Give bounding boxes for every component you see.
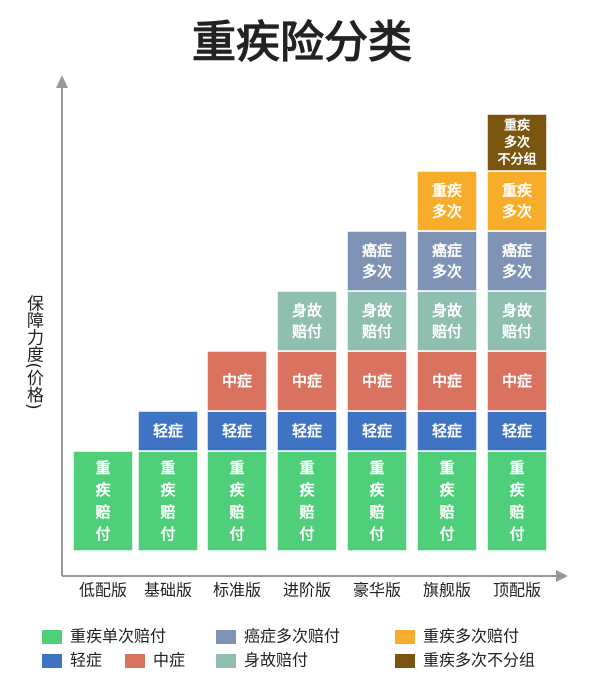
- bar-segment: [486, 230, 548, 292]
- segment-label: 轻症: [153, 422, 183, 440]
- segment-label: 重疾赔付: [439, 459, 455, 543]
- segment-label: 中症: [432, 372, 462, 390]
- bar-segment: [276, 450, 338, 552]
- bar-segment: [206, 450, 268, 552]
- chart-title: 重疾险分类: [192, 17, 412, 68]
- x-tick-label: 旗舰版: [423, 581, 471, 600]
- legend-label: 重疾多次不分组: [423, 651, 535, 670]
- segment-label: 重疾多次不分组: [497, 117, 536, 167]
- segment-label: 身故赔付: [432, 301, 463, 340]
- legend-swatch: [395, 654, 415, 668]
- bar-segment: [486, 170, 548, 232]
- x-axis-arrow: [556, 570, 568, 582]
- segment-label: 重疾赔付: [299, 459, 315, 543]
- segment-label: 重疾多次: [502, 181, 533, 220]
- legend-label: 重疾多次赔付: [423, 627, 519, 646]
- segment-label: 癌症多次: [502, 241, 532, 280]
- segment-label: 中症: [222, 372, 252, 390]
- x-tick-label: 低配版: [79, 581, 127, 600]
- segment-label: 重疾赔付: [160, 459, 176, 543]
- bar-segment: [486, 290, 548, 352]
- segment-label: 轻症: [432, 422, 462, 440]
- segment-label: 中症: [292, 372, 322, 390]
- bar-segment: [346, 350, 408, 412]
- legend-label: 轻症: [70, 651, 102, 670]
- segment-label: 中症: [362, 372, 392, 390]
- bar-segment: [416, 350, 478, 412]
- segment-label: 癌症多次: [362, 241, 392, 280]
- segment-label: 重疾赔付: [369, 459, 385, 543]
- bar-segment: [416, 450, 478, 552]
- segment-label: 轻症: [222, 422, 252, 440]
- legend-label: 癌症多次赔付: [244, 627, 340, 646]
- x-tick-label: 顶配版: [493, 581, 541, 600]
- y-axis-label: 保障力度(价格): [23, 294, 44, 409]
- segment-label: 重疾赔付: [229, 459, 245, 543]
- segment-label: 轻症: [292, 422, 322, 440]
- bar-segment: [206, 350, 268, 412]
- bar-segment: [486, 450, 548, 552]
- legend-swatch: [42, 654, 62, 668]
- bar-segment: [72, 450, 134, 552]
- bar-segment: [486, 113, 548, 172]
- x-tick-label: 基础版: [144, 581, 192, 600]
- bar-segment: [276, 410, 338, 452]
- x-tick-label: 豪华版: [353, 581, 401, 600]
- legend-swatch: [42, 630, 62, 644]
- bar-segment: [137, 450, 199, 552]
- segment-label: 癌症多次: [432, 241, 462, 280]
- segment-label: 轻症: [502, 422, 532, 440]
- bar-segment: [346, 410, 408, 452]
- legend-label: 身故赔付: [244, 651, 308, 670]
- bar-segment: [276, 290, 338, 352]
- legend-swatch: [395, 630, 415, 644]
- bar-segment: [416, 170, 478, 232]
- legend-swatch: [216, 654, 236, 668]
- bar-segment: [346, 290, 408, 352]
- legend-swatch: [216, 630, 236, 644]
- x-tick-label: 标准版: [213, 581, 261, 600]
- bar-segment: [346, 230, 408, 292]
- segment-label: 重疾赔付: [509, 459, 525, 543]
- segment-label: 重疾多次: [432, 181, 463, 220]
- bar-segment: [206, 410, 268, 452]
- x-tick-label: 进阶版: [283, 581, 331, 600]
- legend-label: 中症: [153, 651, 185, 670]
- bar-segment: [346, 450, 408, 552]
- bar-segment: [416, 230, 478, 292]
- bar-segment: [416, 290, 478, 352]
- segment-label: 身故赔付: [502, 301, 533, 340]
- bar-segment: [276, 350, 338, 412]
- legend-swatch: [125, 654, 145, 668]
- segment-label: 重疾赔付: [95, 459, 111, 543]
- segment-label: 身故赔付: [362, 301, 393, 340]
- bar-segment: [137, 410, 199, 452]
- y-axis-arrow: [56, 75, 68, 88]
- legend-label: 重疾单次赔付: [70, 627, 166, 646]
- segment-label: 中症: [502, 372, 532, 390]
- segment-label: 轻症: [362, 422, 392, 440]
- segment-label: 身故赔付: [292, 301, 323, 340]
